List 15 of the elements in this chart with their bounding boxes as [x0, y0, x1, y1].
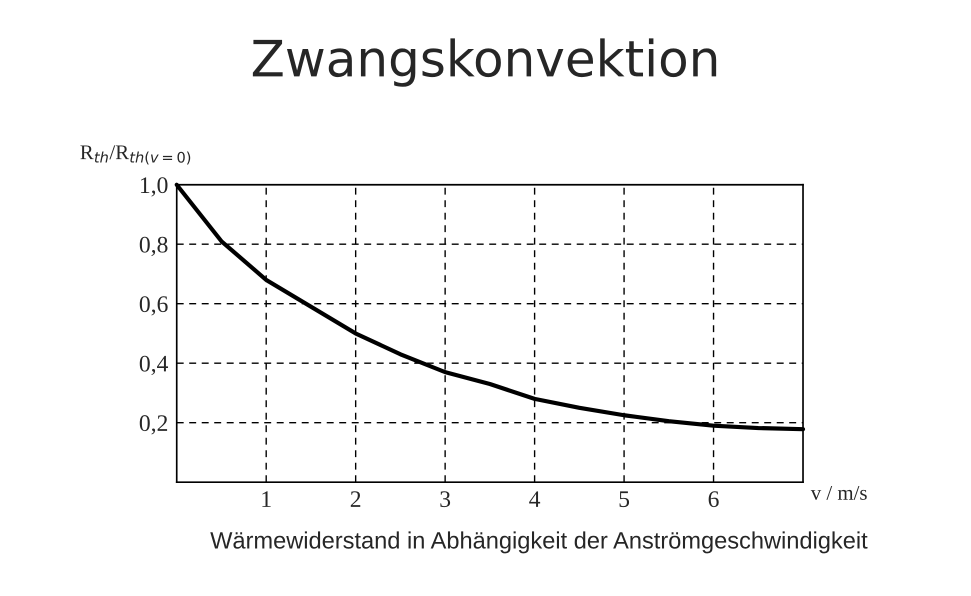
y-tick-label: 0,6 [140, 296, 168, 316]
x-tick-label: 6 [708, 491, 719, 508]
chart-title: Zwangskonvektion [252, 38, 716, 87]
x-tick-label: 2 [350, 491, 360, 507]
x-tick-label: 3 [440, 491, 450, 508]
y-tick-label: 0,2 [140, 415, 168, 435]
x-tick-label: 1 [262, 491, 271, 507]
x-tick-label: 4 [529, 491, 540, 507]
y-tick-label: 1,0 [140, 177, 168, 197]
y-tick-label: 0,8 [140, 236, 168, 256]
y-tick-label: 0,4 [140, 356, 168, 376]
x-axis-title: v / m/s [810, 486, 867, 500]
y-axis-title: R$_{th}$/R$_{th(v=0)}$ [80, 145, 190, 164]
x-tick-label: 5 [620, 491, 630, 508]
text: Wärmewiderstand in Abhängigkeit der Anströmgeschwindigkeit [210, 531, 868, 554]
